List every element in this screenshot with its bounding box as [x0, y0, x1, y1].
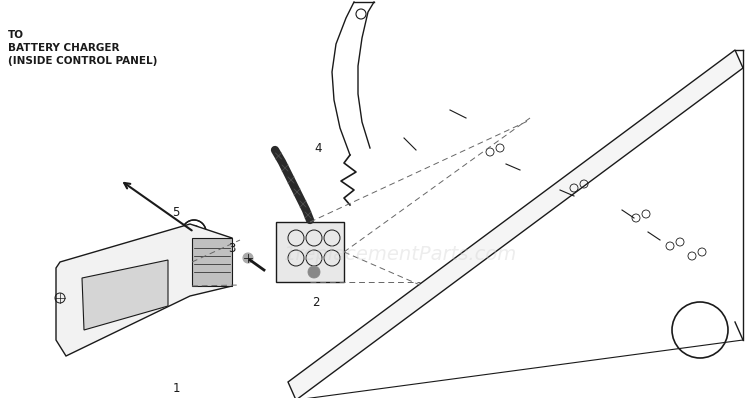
Text: 1replacementParts.com: 1replacementParts.com: [284, 246, 517, 265]
Text: 3: 3: [228, 242, 236, 254]
Polygon shape: [82, 260, 168, 330]
Text: TO
BATTERY CHARGER
(INSIDE CONTROL PANEL): TO BATTERY CHARGER (INSIDE CONTROL PANEL…: [8, 30, 158, 66]
Text: 1: 1: [172, 382, 180, 394]
Polygon shape: [288, 50, 743, 398]
Circle shape: [188, 225, 200, 238]
Text: 5: 5: [172, 205, 180, 219]
Polygon shape: [56, 224, 232, 356]
Circle shape: [243, 253, 253, 263]
Text: 2: 2: [312, 295, 320, 308]
Polygon shape: [276, 222, 344, 282]
Polygon shape: [192, 238, 232, 286]
Text: 4: 4: [314, 142, 322, 154]
Circle shape: [191, 229, 197, 235]
Circle shape: [308, 266, 320, 278]
